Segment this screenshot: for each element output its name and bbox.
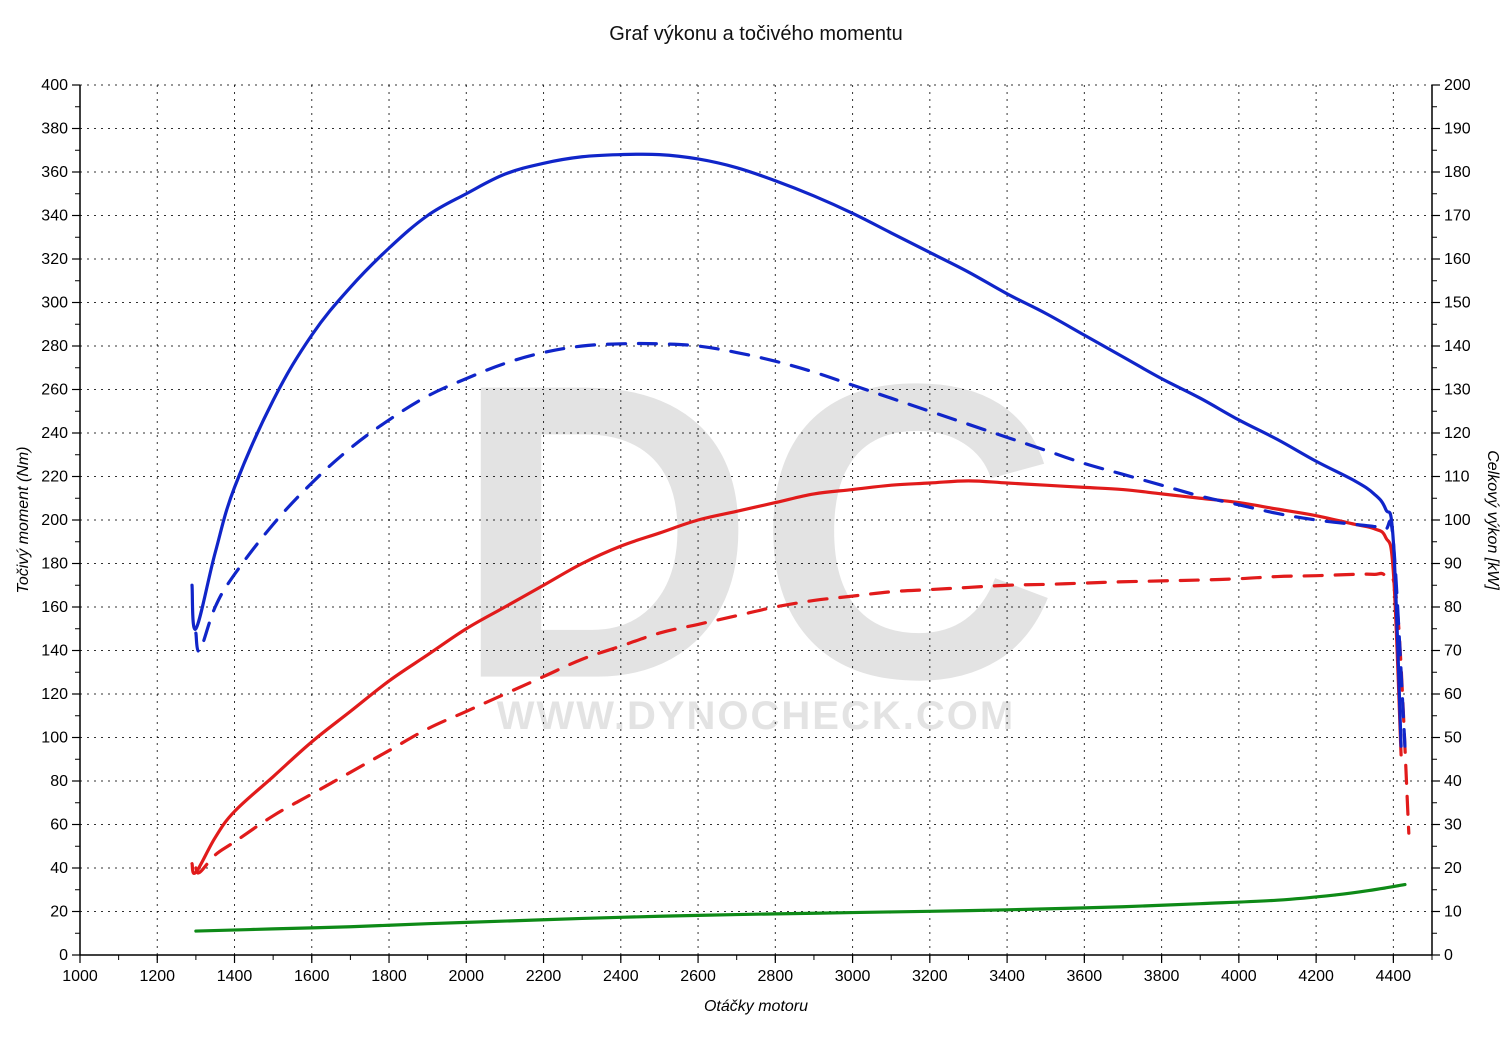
- chart-title: Graf výkonu a točivého momentu: [609, 23, 902, 45]
- yleft-tick-label: 320: [41, 251, 68, 268]
- yright-tick-label: 30: [1444, 817, 1462, 834]
- yright-tick-label: 100: [1444, 512, 1471, 529]
- x-tick-label: 2800: [758, 968, 794, 985]
- x-tick-label: 1800: [371, 968, 407, 985]
- yright-tick-label: 130: [1444, 382, 1471, 399]
- yright-tick-label: 150: [1444, 295, 1471, 312]
- yleft-tick-label: 220: [41, 469, 68, 486]
- x-tick-label: 2000: [448, 968, 484, 985]
- yleft-tick-label: 80: [50, 773, 68, 790]
- yleft-tick-label: 240: [41, 425, 68, 442]
- yleft-tick-label: 20: [50, 904, 68, 921]
- yleft-tick-label: 280: [41, 338, 68, 355]
- yright-tick-label: 120: [1444, 425, 1471, 442]
- x-tick-label: 1200: [139, 968, 175, 985]
- x-tick-label: 3400: [989, 968, 1025, 985]
- yleft-tick-label: 0: [59, 947, 68, 964]
- yleft-tick-label: 100: [41, 730, 68, 747]
- y-left-axis-title: Točivý moment (Nm): [15, 447, 32, 594]
- yright-tick-label: 40: [1444, 773, 1462, 790]
- x-tick-label: 3000: [835, 968, 871, 985]
- watermark: DCWWW.DYNOCHECK.COM: [453, 298, 1060, 767]
- yright-tick-label: 190: [1444, 121, 1471, 138]
- x-tick-label: 4000: [1221, 968, 1257, 985]
- x-tick-label: 1600: [294, 968, 330, 985]
- yright-tick-label: 70: [1444, 643, 1462, 660]
- yright-tick-label: 180: [1444, 164, 1471, 181]
- yleft-tick-label: 360: [41, 164, 68, 181]
- yleft-tick-label: 200: [41, 512, 68, 529]
- yright-tick-label: 0: [1444, 947, 1453, 964]
- yleft-tick-label: 380: [41, 121, 68, 138]
- yright-tick-label: 160: [1444, 251, 1471, 268]
- yright-tick-label: 90: [1444, 556, 1462, 573]
- x-tick-label: 1400: [217, 968, 253, 985]
- yright-tick-label: 140: [1444, 338, 1471, 355]
- yleft-tick-label: 60: [50, 817, 68, 834]
- yleft-tick-label: 160: [41, 599, 68, 616]
- yright-tick-label: 20: [1444, 860, 1462, 877]
- yleft-tick-label: 260: [41, 382, 68, 399]
- x-tick-label: 4400: [1376, 968, 1412, 985]
- yright-tick-label: 50: [1444, 730, 1462, 747]
- yleft-tick-label: 340: [41, 208, 68, 225]
- y-right-axis-title: Celkový výkon [kW]: [1484, 450, 1500, 590]
- yleft-tick-label: 180: [41, 556, 68, 573]
- x-tick-label: 4200: [1298, 968, 1334, 985]
- x-tick-label: 2400: [603, 968, 639, 985]
- yleft-tick-label: 400: [41, 77, 68, 94]
- dyno-chart: DCWWW.DYNOCHECK.COM100012001400160018002…: [0, 0, 1500, 1041]
- x-tick-label: 3800: [1144, 968, 1180, 985]
- x-tick-label: 3200: [912, 968, 948, 985]
- yright-tick-label: 170: [1444, 208, 1471, 225]
- yleft-tick-label: 300: [41, 295, 68, 312]
- yright-tick-label: 110: [1444, 469, 1470, 486]
- x-tick-label: 2600: [680, 968, 716, 985]
- yleft-tick-label: 140: [41, 643, 68, 660]
- yleft-tick-label: 120: [41, 686, 68, 703]
- x-tick-label: 1000: [62, 968, 98, 985]
- x-tick-label: 3600: [1067, 968, 1103, 985]
- yright-tick-label: 10: [1444, 904, 1462, 921]
- yright-tick-label: 200: [1444, 77, 1471, 94]
- x-tick-label: 2200: [526, 968, 562, 985]
- yright-tick-label: 80: [1444, 599, 1462, 616]
- x-axis-title: Otáčky motoru: [704, 998, 808, 1015]
- chart-container: DCWWW.DYNOCHECK.COM100012001400160018002…: [0, 0, 1500, 1041]
- yright-tick-label: 60: [1444, 686, 1462, 703]
- watermark-url: WWW.DYNOCHECK.COM: [497, 694, 1015, 738]
- yleft-tick-label: 40: [50, 860, 68, 877]
